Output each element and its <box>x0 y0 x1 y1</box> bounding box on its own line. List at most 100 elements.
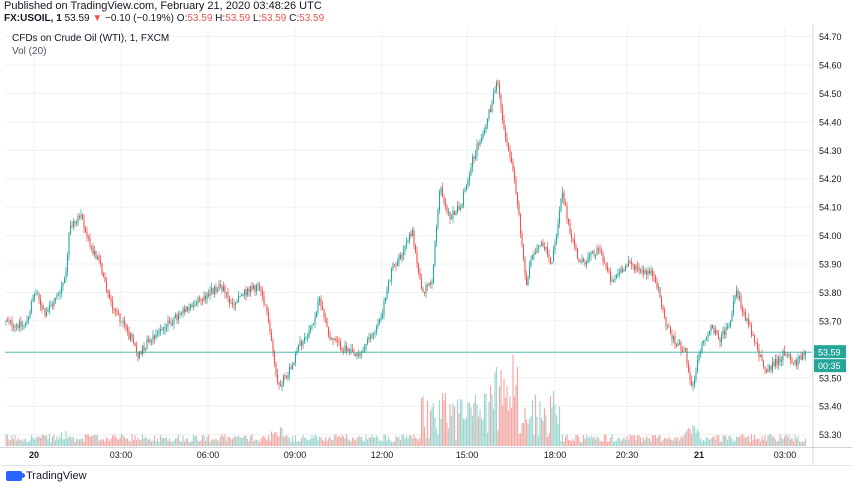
candle-body <box>737 290 739 298</box>
candle-body <box>798 355 801 358</box>
candle-body <box>672 336 675 340</box>
volume-bar <box>21 441 24 446</box>
volume-bar <box>516 366 519 446</box>
volume-bar <box>644 440 646 446</box>
volume-bar <box>261 436 264 446</box>
candle-body <box>756 343 759 350</box>
candle-body <box>138 351 141 358</box>
volume-bar <box>776 441 778 446</box>
candle-body <box>216 289 219 292</box>
volume-bar <box>323 441 325 446</box>
volume-bar <box>206 437 208 446</box>
candle-body <box>479 141 481 145</box>
volume-bar <box>461 399 463 446</box>
candle-body <box>105 281 108 291</box>
volume-bar <box>272 434 274 446</box>
volume-bar <box>39 438 42 446</box>
candle-body <box>467 180 469 185</box>
candle-body <box>84 227 87 233</box>
candle-body <box>557 224 559 236</box>
candle-body <box>423 292 426 294</box>
volume-bar <box>740 435 742 446</box>
candle-body <box>77 216 79 223</box>
volume-bar <box>713 435 715 446</box>
price-tick-label: 54.60 <box>819 60 842 70</box>
candle-body <box>750 325 753 336</box>
candle-body <box>486 118 489 125</box>
candle-body <box>443 197 445 202</box>
volume-bar <box>450 415 453 446</box>
volume-bar <box>329 436 331 446</box>
volume-bar <box>269 440 271 446</box>
volume-bar <box>239 437 241 446</box>
volume-bar <box>554 404 556 446</box>
candle-body <box>719 339 721 343</box>
candle-body <box>584 262 586 265</box>
candle-body <box>642 269 645 274</box>
volume-bar <box>375 435 378 446</box>
candle-body <box>500 95 502 108</box>
candle-body <box>615 275 618 279</box>
candle-body <box>60 286 63 293</box>
candle-body <box>39 299 42 306</box>
volume-bar <box>624 439 627 446</box>
volume-bar <box>773 436 775 446</box>
candle-body <box>440 187 442 193</box>
volume-bar <box>707 437 709 446</box>
volume-bar <box>278 436 280 446</box>
candle-body <box>711 324 714 329</box>
candle-body <box>647 271 649 275</box>
candle-body <box>279 384 282 387</box>
volume-bar <box>642 437 645 446</box>
volume-bar <box>683 435 685 446</box>
candle-body <box>384 297 387 301</box>
volume-bar <box>423 426 426 446</box>
candle-body <box>405 242 408 247</box>
last-price: 53.59 <box>64 13 90 24</box>
volume-bar <box>738 437 741 446</box>
candle-body <box>185 306 187 313</box>
candle-body <box>552 249 555 263</box>
tradingview-brand[interactable]: TradingView <box>6 469 87 483</box>
candle-body <box>260 289 262 292</box>
candle-body <box>75 222 78 224</box>
candle-body <box>404 246 406 252</box>
candle-body <box>89 237 91 246</box>
candle-body <box>590 252 592 256</box>
candle-body <box>345 345 348 352</box>
candle-body <box>489 109 492 112</box>
candle-body <box>588 255 591 258</box>
candle-body <box>264 303 267 305</box>
candle-body <box>309 326 312 331</box>
volume-bar <box>804 438 807 446</box>
volume-bar <box>629 434 631 446</box>
candle-body <box>365 343 367 349</box>
volume-bar <box>641 441 643 446</box>
volume-bar <box>30 435 33 446</box>
volume-bar <box>590 435 592 446</box>
volume-bar <box>497 430 499 446</box>
candle-body <box>246 288 249 296</box>
candle-body <box>8 321 10 322</box>
candle-body <box>539 245 541 247</box>
volume-bar <box>623 437 625 446</box>
volume-bar <box>276 435 279 446</box>
candle-body <box>389 280 391 282</box>
time-tick-label: 06:00 <box>197 450 220 460</box>
volume-bar <box>236 436 238 446</box>
volume-bar <box>122 435 124 446</box>
countdown-badge <box>814 359 846 373</box>
volume-bar <box>240 437 243 446</box>
candle-body <box>785 355 787 357</box>
candle-body <box>207 294 210 296</box>
volume-bar <box>620 440 622 446</box>
candle-body <box>536 248 538 253</box>
volume-bar <box>374 437 376 446</box>
candle-body <box>626 265 628 267</box>
candle-body <box>356 353 358 357</box>
volume-bar <box>560 441 562 446</box>
candle-body <box>347 348 349 352</box>
candle-body <box>575 245 577 249</box>
candle-body <box>548 254 550 258</box>
